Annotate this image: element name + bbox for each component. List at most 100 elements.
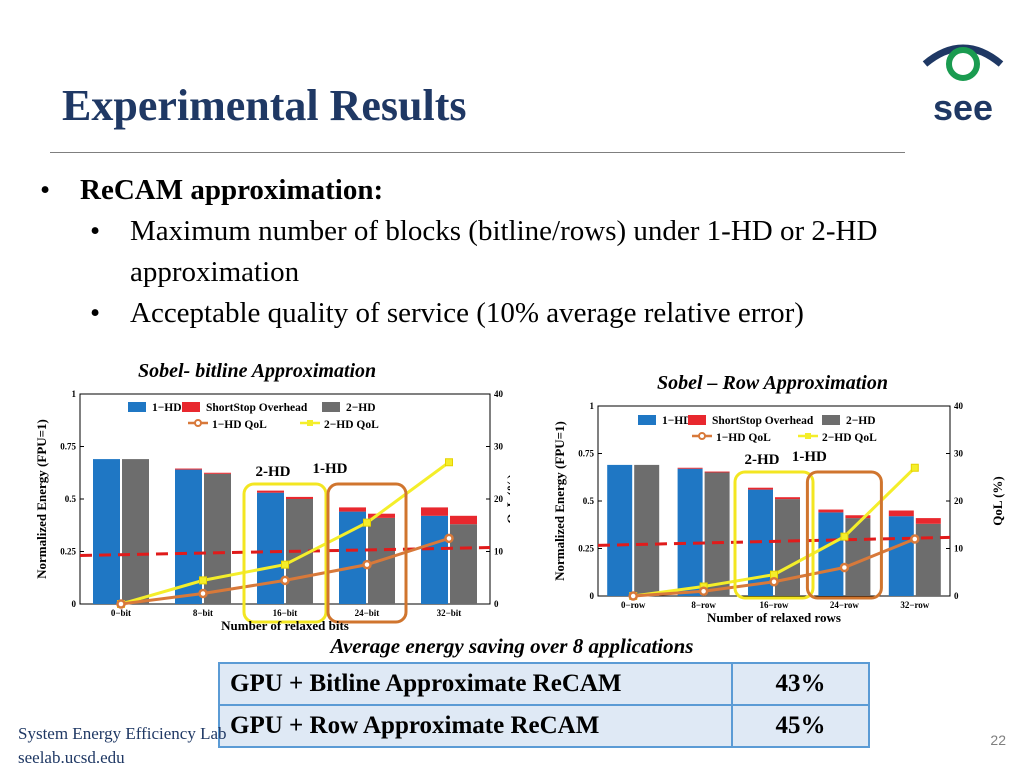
bullet-main: ReCAM approximation: <box>40 170 980 211</box>
bar-overhead-1hd <box>677 467 703 469</box>
y-tick-label: 0.75 <box>578 449 594 459</box>
bar-2hd <box>915 523 941 596</box>
bar-2hd <box>704 472 730 596</box>
qol-1hd-point <box>769 577 779 587</box>
y2-axis-label: QoL (%) <box>504 474 510 523</box>
bar-overhead-1hd <box>888 510 914 517</box>
y2-tick-label: 20 <box>954 496 964 506</box>
qol-2hd-point <box>363 518 371 527</box>
title-divider <box>50 152 905 153</box>
highlight-box-2hd <box>242 482 328 624</box>
bar-1hd <box>607 464 633 596</box>
annotation-2hd: 2-HD <box>256 464 291 480</box>
legend-swatch <box>128 402 146 412</box>
y-tick-label: 0 <box>72 599 77 609</box>
legend-swatch <box>822 415 840 425</box>
bar-overhead-2hd <box>915 518 941 524</box>
y-tick-label: 1 <box>72 389 77 399</box>
bar-overhead-2hd <box>845 515 871 519</box>
bar-2hd <box>122 459 149 604</box>
bar-overhead-2hd <box>775 497 800 500</box>
y2-tick-label: 30 <box>494 442 504 452</box>
legend-swatch <box>182 402 200 412</box>
x-tick-label: 32−bit <box>437 608 462 618</box>
y2-tick-label: 10 <box>954 544 964 554</box>
y2-tick-label: 0 <box>494 599 499 609</box>
bar-1hd <box>677 468 703 596</box>
y-tick-label: 0.25 <box>578 544 594 554</box>
y-axis-label: Normalized Energy (FPU=1) <box>34 419 49 579</box>
qol-threshold-line <box>79 546 491 557</box>
bar-overhead-2hd <box>204 472 231 474</box>
y-tick-label: 0.25 <box>60 547 76 557</box>
qol-1hd-point <box>280 575 290 586</box>
bar-overhead-1hd <box>175 468 202 470</box>
legend-label: 2−HD QoL <box>324 419 379 431</box>
slide-title: Experimental Results <box>62 81 467 130</box>
y2-tick-label: 40 <box>954 401 964 411</box>
legend-label: ShortStop Overhead <box>712 415 814 427</box>
bar-overhead-1hd <box>257 490 284 493</box>
logo-text: see <box>933 87 993 126</box>
qol-1hd-point <box>444 533 454 544</box>
table-row: GPU + Bitline Approximate ReCAM 43% <box>218 662 870 706</box>
page-number: 22 <box>990 732 1006 748</box>
x-axis-label: Number of relaxed rows <box>707 610 841 625</box>
y2-tick-label: 30 <box>954 449 964 459</box>
see-logo: see <box>922 44 1004 126</box>
bullet-list: ReCAM approximation: Maximum number of b… <box>40 170 980 334</box>
summary-label: GPU + Bitline Approximate ReCAM <box>218 662 733 706</box>
x-tick-label: 16−bit <box>273 608 298 618</box>
bullet-sub-1: Maximum number of blocks (bitline/rows) … <box>40 211 980 293</box>
qol-threshold-line <box>597 535 951 547</box>
bar-1hd <box>257 492 284 604</box>
x-tick-label: 16−row <box>760 600 789 610</box>
highlight-box-1hd <box>805 470 883 600</box>
bar-overhead-2hd <box>450 515 477 525</box>
legend-label: 1−HD QoL <box>716 432 771 444</box>
qol-1hd-point <box>698 586 709 596</box>
y-axis-label: Normalized Energy (FPU=1) <box>552 421 567 581</box>
legend-label: 2−HD QoL <box>822 432 877 444</box>
bar-1hd <box>93 459 120 604</box>
qol-1hd-point <box>910 534 920 544</box>
chart-title-bitline: Sobel- bitline Approximation <box>138 360 377 382</box>
legend-swatch <box>688 415 706 425</box>
x-tick-label: 8−bit <box>193 608 213 618</box>
bar-overhead-2hd <box>286 496 313 499</box>
legend-marker <box>307 420 313 426</box>
x-tick-label: 24−bit <box>355 608 380 618</box>
y-tick-label: 0.5 <box>65 494 77 504</box>
qol-2hd-point <box>199 576 207 585</box>
y-tick-label: 0.5 <box>583 496 595 506</box>
annotation-2hd: 2-HD <box>745 452 780 468</box>
x-tick-label: 0−row <box>621 600 646 610</box>
qol-1hd-point <box>839 562 850 573</box>
x-tick-label: 24−row <box>830 600 859 610</box>
bar-2hd <box>204 473 231 604</box>
legend-label: ShortStop Overhead <box>206 402 308 414</box>
legend-marker <box>698 432 706 440</box>
x-tick-label: 32−row <box>900 600 929 610</box>
footer-lab-name: System Energy Efficiency Lab <box>18 724 227 743</box>
bar-2hd <box>634 464 660 596</box>
y2-tick-label: 40 <box>494 389 504 399</box>
bar-2hd <box>450 524 477 604</box>
summary-caption: Average energy saving over 8 application… <box>330 634 694 658</box>
highlight-box-1hd <box>326 482 408 624</box>
x-tick-label: 0−bit <box>111 608 131 618</box>
y2-tick-label: 20 <box>494 494 504 504</box>
table-row: GPU + Row Approximate ReCAM 45% <box>218 704 870 748</box>
summary-value: 45% <box>731 704 870 748</box>
bar-overhead-1hd <box>421 507 448 516</box>
bar-overhead-2hd <box>704 471 730 473</box>
y-tick-label: 0.75 <box>60 442 76 452</box>
summary-label: GPU + Row Approximate ReCAM <box>218 704 733 748</box>
bar-overhead-2hd <box>368 513 395 518</box>
qol-1hd-point <box>198 588 208 599</box>
legend-label: 2−HD <box>846 415 876 427</box>
qol-1hd-point <box>116 599 126 609</box>
bar-overhead-1hd <box>339 507 366 512</box>
